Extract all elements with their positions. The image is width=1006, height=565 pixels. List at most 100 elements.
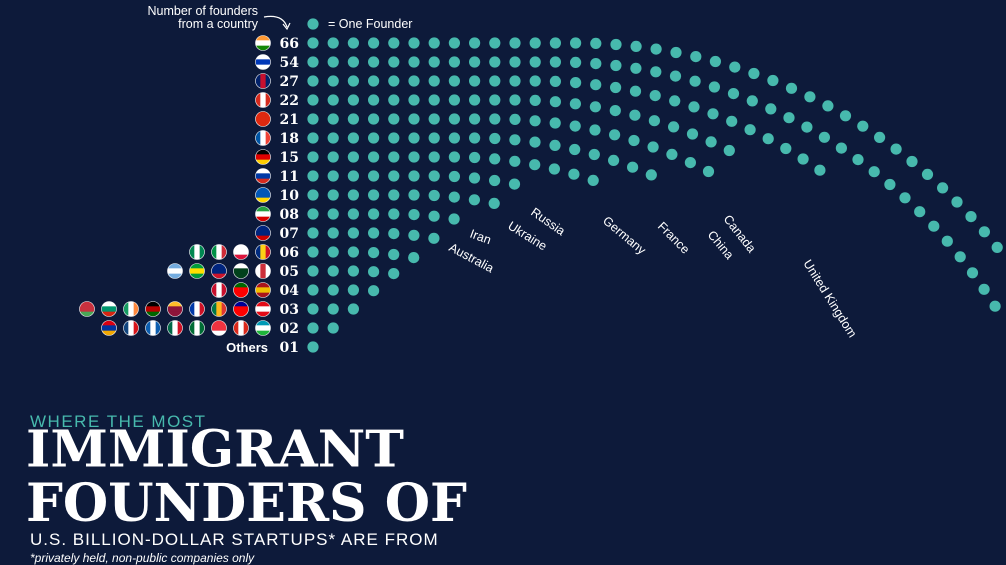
founder-dot xyxy=(448,113,460,125)
france-flag-stripe xyxy=(265,130,271,146)
pakistan-flag-rim xyxy=(233,263,249,279)
bulgaria-flag-rim xyxy=(101,301,117,317)
germany-flag-stripe xyxy=(255,159,271,165)
country-label-france: France xyxy=(655,219,692,256)
legend-axis-note-1: Number of founders xyxy=(148,4,258,18)
founder-dot xyxy=(408,37,420,49)
czech-republic-flag-stripe xyxy=(133,320,139,336)
romania-flag-stripe xyxy=(255,244,261,260)
founder-dot xyxy=(508,178,521,190)
iran-flag-rim xyxy=(255,206,271,222)
row-value-label: 66 xyxy=(280,36,299,52)
founder-dot xyxy=(448,94,460,106)
denmark-flag-icon xyxy=(211,282,227,298)
founder-dot xyxy=(937,182,949,194)
founder-dot xyxy=(549,139,561,151)
founder-dot xyxy=(327,132,339,144)
france-flag-rim xyxy=(255,130,271,146)
poland-flag-fill xyxy=(233,244,249,260)
uzbekistan-flag-stripe xyxy=(255,325,271,331)
romania-flag-rim xyxy=(255,244,271,260)
china-flag-stripe xyxy=(265,111,271,127)
sri-lanka-flag-fill xyxy=(167,301,183,317)
kenya-flag-stripe xyxy=(145,301,161,307)
founder-dot xyxy=(686,128,699,140)
south-korea-flag-icon xyxy=(255,263,271,279)
australia-flag-stripe xyxy=(255,235,271,241)
switzerland-flag-stripe xyxy=(243,320,249,336)
founder-dot xyxy=(589,101,602,113)
founder-dot xyxy=(884,178,896,191)
philippines-flag-fill xyxy=(189,301,205,317)
founder-dot xyxy=(347,284,359,296)
founder-dot xyxy=(549,96,562,108)
sri-lanka-flag-icon xyxy=(167,301,183,317)
mexico-flag-stripe xyxy=(177,320,183,336)
russia-flag-stripe xyxy=(255,173,271,179)
founder-dot xyxy=(347,94,359,106)
founder-dot xyxy=(489,132,501,145)
founder-dot xyxy=(588,148,600,161)
australia-flag-fill xyxy=(255,225,271,241)
china-flag-stripe xyxy=(260,111,266,127)
founder-dot xyxy=(368,285,380,297)
south-africa-flag-stripe xyxy=(216,301,222,317)
founder-dot xyxy=(569,98,582,110)
founder-dot xyxy=(388,170,400,182)
ireland-flag-stripe xyxy=(128,301,134,317)
founder-dot xyxy=(767,74,779,87)
founder-dot xyxy=(388,151,400,163)
founder-dot xyxy=(327,56,339,68)
founder-dot xyxy=(549,56,562,68)
founder-dot xyxy=(448,213,460,225)
belarus-flag-stripe xyxy=(79,306,95,312)
founder-dot xyxy=(748,67,760,80)
row-value-label: 01 xyxy=(280,340,299,356)
founder-dot xyxy=(509,56,521,68)
uk-flag-stripe xyxy=(260,73,266,89)
founder-dot xyxy=(307,113,319,125)
founder-dot xyxy=(529,56,541,68)
founder-dot xyxy=(688,101,700,113)
belarus-flag-fill xyxy=(79,301,95,317)
founder-dot xyxy=(906,155,918,168)
founder-dot xyxy=(368,132,380,144)
founder-dot xyxy=(489,94,501,106)
legend-axis-note-2: from a country xyxy=(178,17,259,31)
philippines-flag-stripe xyxy=(194,301,200,317)
founder-dot xyxy=(529,37,541,49)
founder-dot xyxy=(548,163,561,175)
india-flag-rim xyxy=(255,35,271,51)
spain-flag-stripe xyxy=(255,287,271,293)
israel-flag-stripe xyxy=(255,64,271,70)
portugal-flag-stripe xyxy=(233,287,249,293)
australia-flag-rim xyxy=(255,225,271,241)
row-value-label: 05 xyxy=(280,264,299,280)
founder-dot xyxy=(388,228,400,240)
founder-dot xyxy=(388,132,400,144)
bulgaria-flag-stripe xyxy=(101,306,117,312)
founder-dot xyxy=(783,112,795,124)
founder-dot xyxy=(852,154,864,166)
china-flag-fill xyxy=(255,111,271,127)
founder-dot xyxy=(723,144,735,157)
founder-dot xyxy=(408,209,420,221)
portugal-flag-fill xyxy=(233,282,249,298)
row-value-label: 02 xyxy=(280,321,299,337)
turkey-flag-fill xyxy=(255,301,271,317)
founder-dot xyxy=(549,37,562,49)
germany-flag-rim xyxy=(255,149,271,165)
ukraine-flag-rim xyxy=(255,187,271,203)
founder-dot xyxy=(428,94,440,106)
founder-dot xyxy=(509,134,521,146)
founder-dot xyxy=(978,283,990,295)
founder-dot xyxy=(818,131,831,143)
australia-flag-stripe xyxy=(255,225,271,231)
denmark-flag-stripe xyxy=(211,282,217,298)
south-korea-flag-stripe xyxy=(255,263,261,279)
india-flag-stripe xyxy=(255,35,271,41)
founder-dot xyxy=(408,252,420,264)
belarus-flag-stripe xyxy=(79,311,95,317)
founder-dot xyxy=(608,154,620,166)
